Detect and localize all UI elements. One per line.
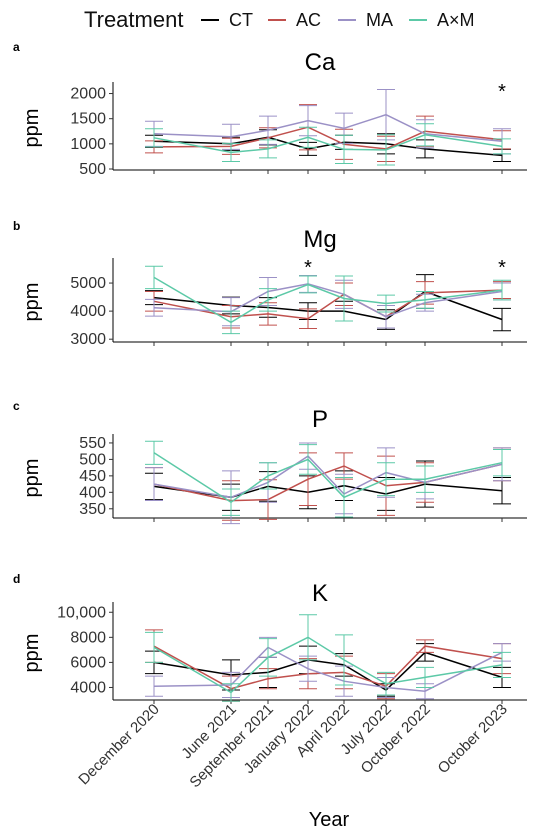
legend: Treatment CT AC MA A×M (84, 7, 475, 32)
series-line (153, 636, 503, 694)
panel-letter: d (13, 572, 20, 586)
y-tick-label: 4000 (70, 303, 106, 320)
x-axis-label: Year (309, 809, 350, 831)
panel-b: b Mg ppm 3000 4000 5000 * * (13, 219, 527, 348)
y-tick-label: 350 (79, 501, 106, 518)
legend-title: Treatment (84, 7, 183, 32)
x-tick-label: December 2020 (75, 701, 162, 788)
series-line (153, 283, 503, 318)
series-axm (145, 440, 511, 518)
series-ma (145, 89, 511, 155)
y-axis-label: ppm (21, 634, 43, 673)
series-line (153, 645, 503, 690)
significance-marker: * (304, 257, 312, 279)
y-tick-label: 5000 (70, 275, 106, 292)
legend-label-ma: MA (366, 10, 393, 30)
panel-title: K (312, 580, 328, 607)
y-axis-label: ppm (21, 109, 43, 148)
panel-title: Mg (303, 226, 336, 253)
series-line (153, 463, 503, 502)
panel-title: P (312, 406, 328, 433)
panel-letter: c (13, 399, 20, 413)
series-axm (145, 123, 511, 166)
significance-marker: * (498, 257, 506, 279)
y-tick-label: 400 (79, 484, 106, 501)
significance-marker: * (498, 81, 506, 103)
series-line (153, 113, 503, 143)
panel-letter: b (13, 219, 20, 233)
series-ma (145, 636, 511, 700)
legend-entry-axm: A×M (409, 10, 475, 30)
series-ma (145, 442, 511, 525)
series-line (153, 276, 503, 324)
series-ac (145, 104, 511, 162)
panels: a Ca ppm 500 1000 1500 2000 * b Mg ppm 3000 4000 5000… (13, 40, 527, 704)
y-tick-label: 6000 (70, 654, 106, 671)
series-line (153, 134, 503, 154)
series-ac (145, 447, 511, 521)
y-tick-label: 1000 (70, 136, 106, 153)
series-line (153, 646, 503, 692)
y-tick-label: 8000 (70, 629, 106, 646)
series-line (153, 289, 503, 320)
legend-label-axm: A×M (437, 10, 475, 30)
y-tick-label: 450 (79, 468, 106, 485)
series-line (153, 452, 503, 504)
legend-label-ct: CT (229, 10, 253, 30)
y-axis-label: ppm (21, 459, 43, 498)
legend-entry-ma: MA (338, 10, 393, 30)
series-ct (145, 460, 511, 511)
series-ac (145, 629, 511, 702)
legend-entry-ct: CT (201, 10, 253, 30)
panel-title: Ca (305, 49, 336, 76)
series-line (153, 651, 503, 691)
series-axm (145, 614, 511, 702)
y-tick-label: 500 (79, 161, 106, 178)
y-tick-label: 550 (79, 435, 106, 452)
y-tick-label: 4000 (70, 679, 106, 696)
y-tick-label: 1500 (70, 111, 106, 128)
panel-letter: a (13, 40, 20, 54)
legend-entry-ac: AC (268, 10, 321, 30)
series-ct (145, 274, 511, 332)
y-tick-label: 10,000 (57, 604, 106, 621)
x-tick-label: October 2022 (358, 701, 434, 777)
series-line (153, 455, 503, 499)
y-tick-label: 2000 (70, 86, 106, 103)
legend-label-ac: AC (296, 10, 321, 30)
y-axis-label: ppm (21, 283, 43, 322)
series-line (153, 126, 503, 150)
series-axm (145, 265, 511, 335)
x-tick-label: October 2023 (435, 701, 511, 777)
y-tick-label: 3000 (70, 331, 106, 348)
panel-a: a Ca ppm 500 1000 1500 2000 * (13, 40, 527, 178)
y-tick-label: 500 (79, 451, 106, 468)
